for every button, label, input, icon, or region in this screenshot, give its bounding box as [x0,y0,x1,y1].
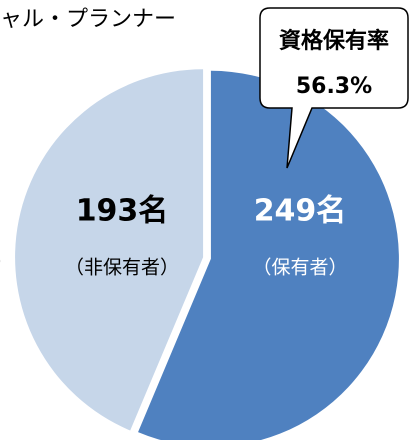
annotation: ） [0,250,14,274]
callout-bubble [259,7,409,169]
category-label: （保有者） [252,257,347,279]
pie-slice [15,69,204,431]
pie [15,69,399,440]
pie-slice [138,70,399,440]
category-label: （非保有者） [65,257,179,279]
callout-value: 56.3% [296,74,372,99]
chart-title: ャル・プランナー [0,7,176,32]
value-label: 193名 [76,194,169,229]
value-label: 249名 [254,194,347,229]
callout-title: 資格保有率 [279,28,389,54]
